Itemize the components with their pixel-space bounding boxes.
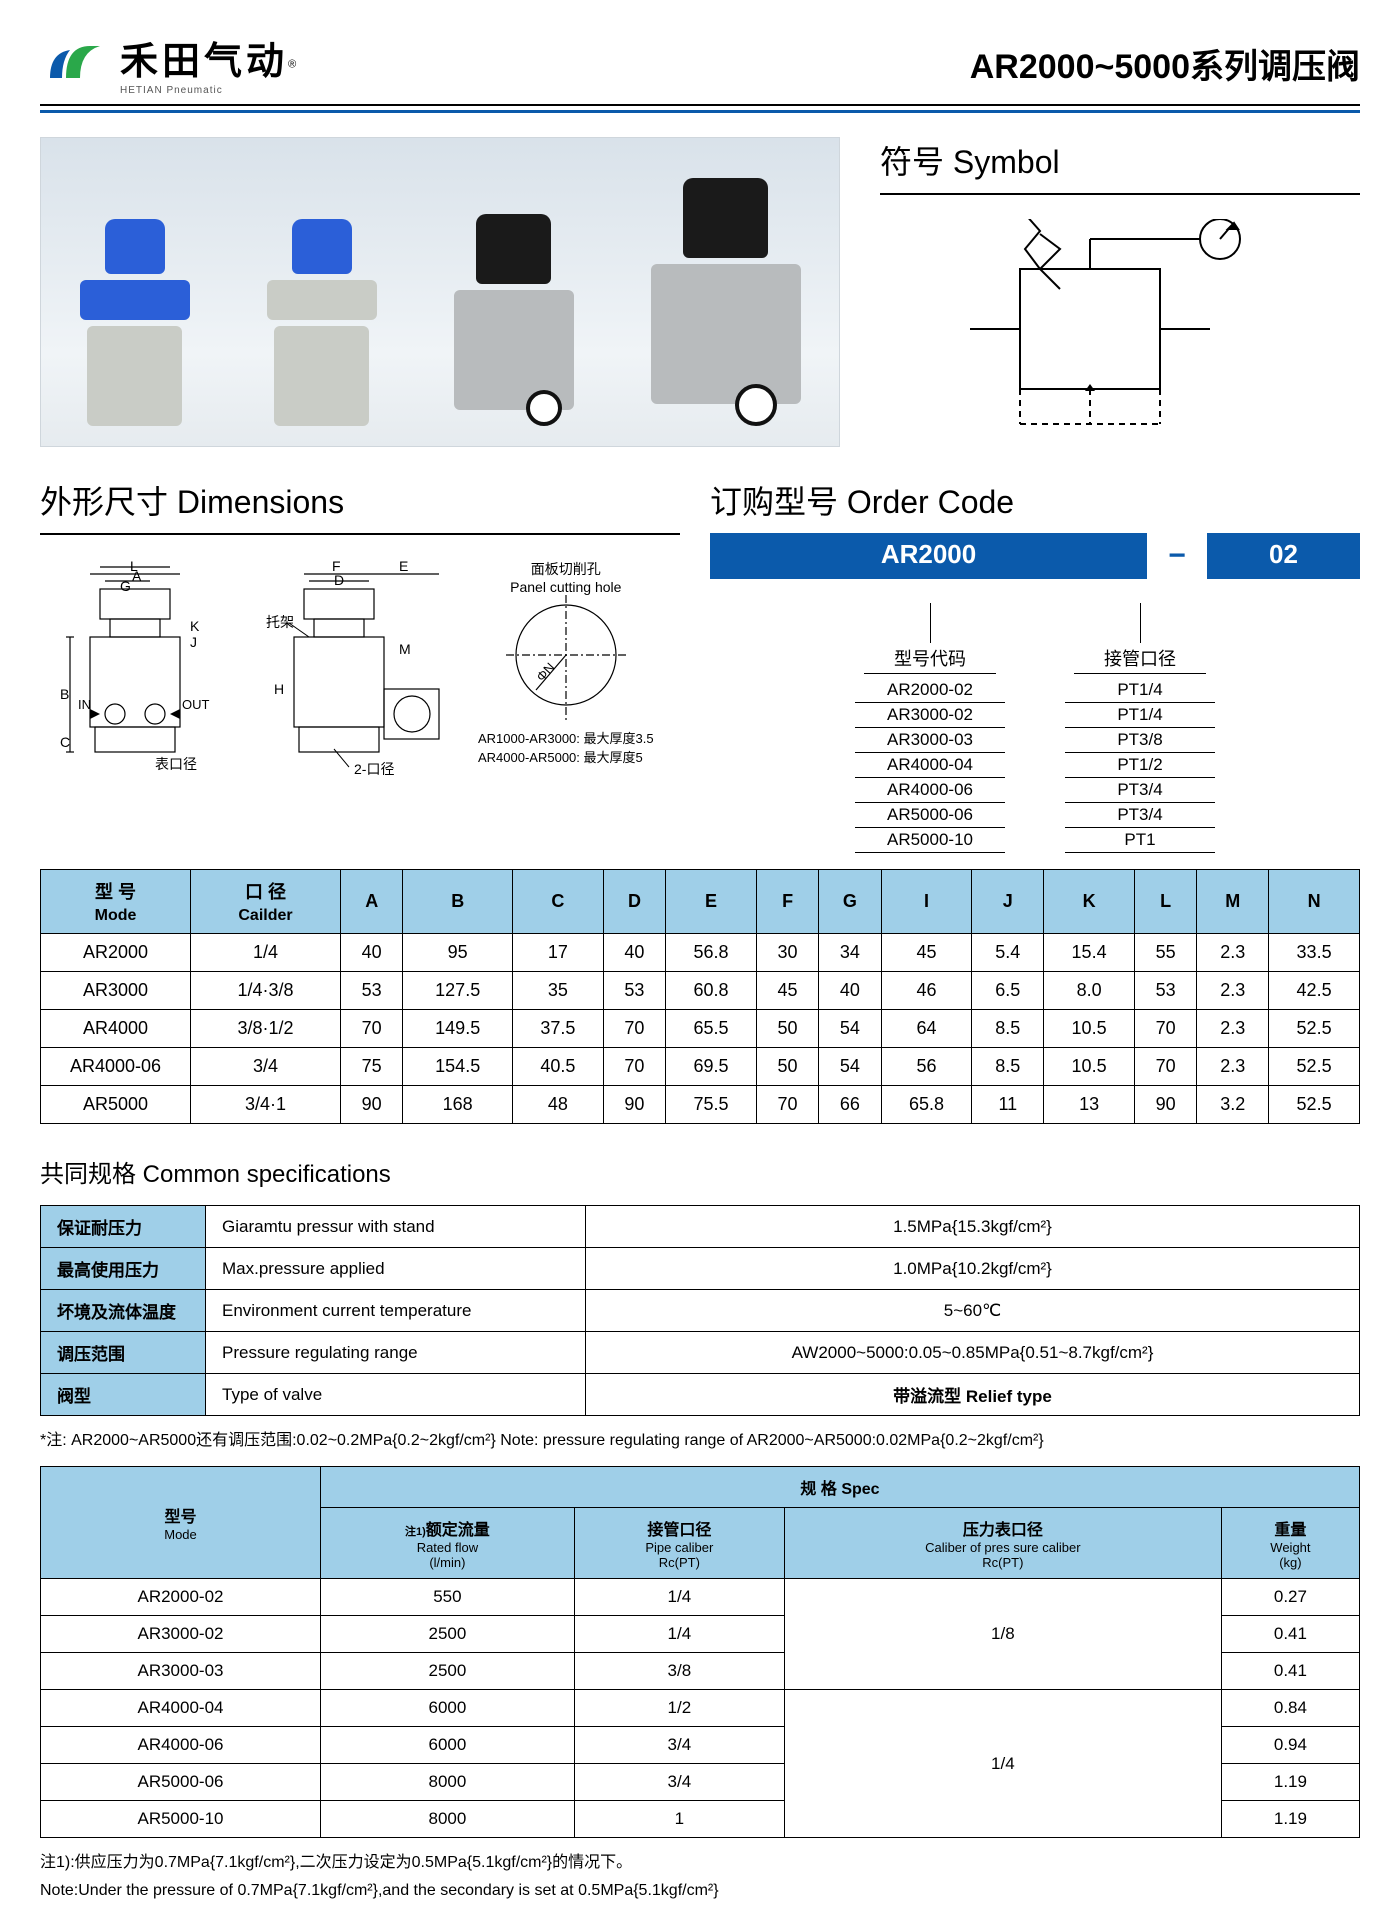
ordercode-model-item: AR5000-06: [855, 803, 1005, 828]
ordercode-dash: −: [1157, 533, 1197, 579]
ordercode-suffix: 02: [1207, 533, 1360, 579]
logo-mark: [40, 38, 110, 88]
product-photo: [40, 137, 840, 447]
footnote-en: Note:Under the pressure of 0.7MPa{7.1kgf…: [40, 1882, 1360, 1900]
svg-text:托架: 托架: [266, 614, 294, 630]
dimensions-section: 外形尺寸 Dimensions B: [40, 477, 680, 853]
table-row: AR40003/8·1/270149.537.57065.55054648.51…: [41, 1010, 1360, 1048]
ordercode-section: 订购型号 Order Code AR2000 − 02 型号代码 AR2000-…: [710, 477, 1360, 853]
trademark-icon: ®: [288, 59, 296, 71]
ordercode-model-item: AR4000-04: [855, 753, 1005, 778]
table-row: 最高使用压力Max.pressure applied1.0MPa{10.2kgf…: [41, 1248, 1360, 1290]
ordercode-model-item: AR5000-10: [855, 828, 1005, 853]
svg-text:表口径: 表口径: [155, 756, 197, 772]
table-row: 阀型Type of valve带溢流型 Relief type: [41, 1374, 1360, 1416]
ordercode-port-item: PT1/2: [1065, 753, 1215, 778]
page-title: AR2000~5000系列调压阀: [970, 39, 1360, 88]
ordercode-port-item: PT1/4: [1065, 703, 1215, 728]
svg-text:G: G: [120, 578, 131, 594]
spec-table: 型号 Mode 规 格 Spec 注1)额定流量 Rated flow (l/m…: [40, 1466, 1360, 1838]
svg-text:OUT: OUT: [182, 697, 210, 712]
ordercode-example: AR2000 − 02: [710, 533, 1360, 579]
ordercode-title: 订购型号 Order Code: [710, 477, 1360, 523]
table-row: AR4000-063/475154.540.57069.55054568.510…: [41, 1048, 1360, 1086]
divider: [40, 104, 1360, 106]
brand-name-cn: 禾田气动: [120, 41, 288, 83]
thickness-note-1: AR1000-AR3000: 最大厚度3.5: [478, 728, 654, 747]
table-row: AR2000-025501/41/80.27: [41, 1579, 1360, 1616]
ordercode-col-model: 型号代码 AR2000-02AR3000-02AR3000-03AR4000-0…: [855, 603, 1005, 853]
brand-name-en: HETIAN Pneumatic: [120, 85, 296, 96]
svg-text:M: M: [399, 641, 411, 657]
ordercode-port-item: PT3/4: [1065, 803, 1215, 828]
table-row: 调压范围Pressure regulating rangeAW2000~5000…: [41, 1332, 1360, 1374]
table-row: AR4000-0460001/21/40.84: [41, 1690, 1360, 1727]
svg-text:A: A: [132, 568, 142, 584]
symbol-title: 符号 Symbol: [880, 137, 1360, 183]
dimension-diagrams: B L A G K J IN OUT C 表口径: [40, 559, 680, 809]
table-row: AR30001/4·3/853127.5355360.84540466.58.0…: [41, 972, 1360, 1010]
symbol-section: 符号 Symbol: [880, 137, 1360, 447]
ordercode-port-item: PT3/4: [1065, 778, 1215, 803]
pneumatic-symbol-diagram: [950, 219, 1290, 439]
ordercode-model-item: AR3000-02: [855, 703, 1005, 728]
table-row: 坏境及流体温度Environment current temperature5~…: [41, 1290, 1360, 1332]
svg-text:2-口径: 2-口径: [354, 761, 394, 777]
panel-cutting-label-en: Panel cutting hole: [478, 579, 654, 595]
ordercode-model-item: AR4000-06: [855, 778, 1005, 803]
page-header: 禾田气动® HETIAN Pneumatic AR2000~5000系列调压阀: [40, 30, 1360, 96]
svg-text:ΦN: ΦN: [533, 660, 557, 685]
svg-text:K: K: [190, 618, 200, 634]
ordercode-model: AR2000: [710, 533, 1147, 579]
divider-accent: [40, 110, 1360, 113]
ordercode-model-item: AR2000-02: [855, 678, 1005, 703]
table-row: 保证耐压力Giaramtu pressur with stand1.5MPa{1…: [41, 1206, 1360, 1248]
panel-cutting-label-cn: 面板切削孔: [478, 559, 654, 579]
common-spec-title: 共同规格 Common specifications: [40, 1154, 1360, 1189]
common-spec-table: 保证耐压力Giaramtu pressur with stand1.5MPa{1…: [40, 1205, 1360, 1416]
ordercode-port-item: PT1: [1065, 828, 1215, 853]
svg-text:E: E: [399, 559, 408, 574]
thickness-note-2: AR4000-AR5000: 最大厚度5: [478, 747, 654, 766]
svg-text:IN: IN: [78, 697, 91, 712]
dimensions-title: 外形尺寸 Dimensions: [40, 477, 680, 523]
footnote-cn: 注1):供应压力为0.7MPa{7.1kgf/cm²},二次压力设定为0.5MP…: [40, 1848, 1360, 1872]
ordercode-port-item: PT3/8: [1065, 728, 1215, 753]
logo-block: 禾田气动® HETIAN Pneumatic: [40, 30, 296, 96]
svg-text:C: C: [60, 734, 70, 750]
ordercode-port-item: PT1/4: [1065, 678, 1215, 703]
svg-text:J: J: [190, 634, 197, 650]
common-spec-note: *注: AR2000~AR5000还有调压范围:0.02~0.2MPa{0.2~…: [40, 1426, 1360, 1450]
dimensions-table: 型 号 Mode 口 径 Cailder AB CD EF GI JK LM N…: [40, 869, 1360, 1124]
table-row: AR20001/44095174056.83034455.415.4552.33…: [41, 934, 1360, 972]
ordercode-col-port: 接管口径 PT1/4PT1/4PT3/8PT1/2PT3/4PT3/4PT1: [1065, 603, 1215, 853]
svg-text:D: D: [334, 572, 344, 588]
table-row: AR50003/4·190168489075.5706665.81113903.…: [41, 1086, 1360, 1124]
ordercode-model-item: AR3000-03: [855, 728, 1005, 753]
svg-text:H: H: [274, 681, 284, 697]
svg-text:B: B: [60, 686, 69, 702]
